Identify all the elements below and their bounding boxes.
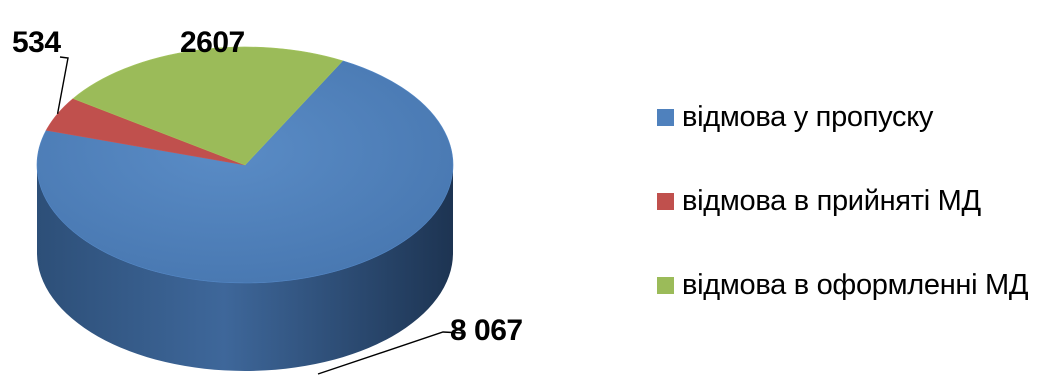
leader-line — [56, 56, 69, 114]
legend-label: відмова в прийняті МД — [682, 184, 981, 217]
legend-label: відмова у пропуску — [682, 100, 934, 133]
data-label: 534 — [12, 26, 61, 59]
legend-item-refusal-passage: відмова у пропуску — [657, 100, 1057, 134]
legend-swatch-red — [657, 192, 674, 210]
pie-chart-canvas: 534 2607 8 067 — [12, 26, 523, 375]
data-label: 2607 — [180, 26, 245, 59]
legend-item-refusal-acceptance: відмова в прийняті МД — [657, 184, 1057, 218]
pie-slice — [72, 46, 344, 166]
leader-line — [317, 331, 463, 375]
legend-swatch-green — [657, 276, 674, 294]
legend-item-refusal-processing: відмова в оформленні МД — [657, 268, 1057, 302]
slice-side-0 — [37, 165, 453, 371]
data-label: 8 067 — [450, 314, 523, 347]
legend-swatch-blue — [657, 108, 674, 126]
pie-slice — [36, 60, 454, 284]
legend: відмова у пропуску відмова в прийняті МД… — [657, 100, 1057, 352]
legend-label: відмова в оформленні МД — [682, 268, 1029, 301]
